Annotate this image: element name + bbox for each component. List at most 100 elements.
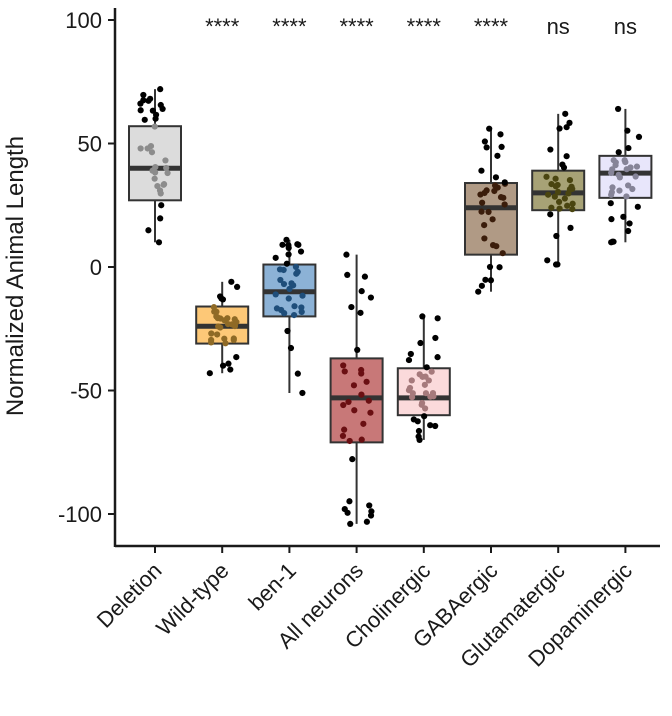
data-point [368,508,375,515]
data-point [366,502,373,509]
data-point [615,105,622,113]
data-point [354,346,361,354]
data-point [346,437,353,445]
data-point [421,381,428,388]
data-point [609,184,616,191]
data-point [234,283,241,291]
data-point [544,257,551,264]
data-point [634,203,641,210]
data-point [624,127,631,134]
data-point [616,187,623,194]
data-point [489,216,496,223]
data-point [151,175,158,182]
data-point [158,202,165,209]
data-point [569,200,576,207]
data-point [219,296,227,303]
data-point [221,317,228,324]
data-point [563,153,570,160]
data-point [345,398,352,406]
data-point [635,133,643,141]
data-point [340,401,347,409]
data-point [214,331,221,338]
data-point [548,181,555,188]
data-point [157,215,164,222]
data-point [299,292,306,299]
significance-label: **** [205,14,240,39]
data-point [623,193,630,200]
box-group-ben-1: **** [262,14,317,397]
data-point [152,163,159,171]
data-point [427,422,434,429]
data-point [288,280,295,287]
data-point [434,315,441,322]
data-point [341,368,348,375]
data-point [273,305,281,312]
box-group-gabaergic: **** [464,14,518,295]
data-point [422,390,430,397]
data-point [358,436,365,443]
data-point [283,236,290,243]
data-point [292,263,300,271]
significance-label: **** [272,14,307,39]
data-point [351,407,358,414]
data-point [479,199,486,206]
data-point [498,143,505,150]
data-point [499,250,506,257]
data-point [157,86,164,93]
data-point [291,303,298,310]
data-point [287,344,295,352]
data-point [556,125,563,132]
data-point [219,362,227,369]
data-point [478,282,485,289]
data-point [562,110,569,117]
data-point [347,520,354,527]
plot-area: **** **** **** **** **** ns ns [128,14,653,527]
significance-label: ns [614,14,637,39]
data-point [419,313,426,320]
data-point [156,187,164,194]
data-point [501,179,508,186]
data-point [157,101,164,109]
data-point [206,370,213,377]
data-point [285,251,292,258]
data-point [148,149,156,156]
significance-label: **** [474,14,509,39]
data-point [434,354,441,361]
data-point [160,181,168,188]
data-point [621,157,628,164]
data-point [407,350,414,358]
data-point [283,260,290,267]
data-point [408,377,415,384]
data-point [615,149,622,156]
data-point [566,177,574,184]
data-point [629,185,636,193]
data-point [405,387,413,394]
data-point [501,201,508,208]
data-point [567,224,574,231]
data-point [298,304,305,311]
significance-label: ns [547,14,570,39]
data-point [545,191,552,198]
data-point [365,397,372,404]
data-point [564,202,571,209]
data-point [144,145,151,152]
data-point [155,239,163,246]
data-point [481,235,488,242]
data-point [363,378,370,385]
data-point [625,182,632,189]
data-point [344,271,351,278]
data-point [284,327,291,335]
data-point [343,251,350,258]
data-point [417,339,424,347]
data-point [277,276,284,284]
data-point [163,164,170,172]
data-point [556,205,563,212]
data-point [425,377,432,384]
data-point [633,163,641,170]
data-point [294,370,301,377]
data-point [554,181,561,189]
data-point [569,206,576,213]
data-point [419,373,426,380]
